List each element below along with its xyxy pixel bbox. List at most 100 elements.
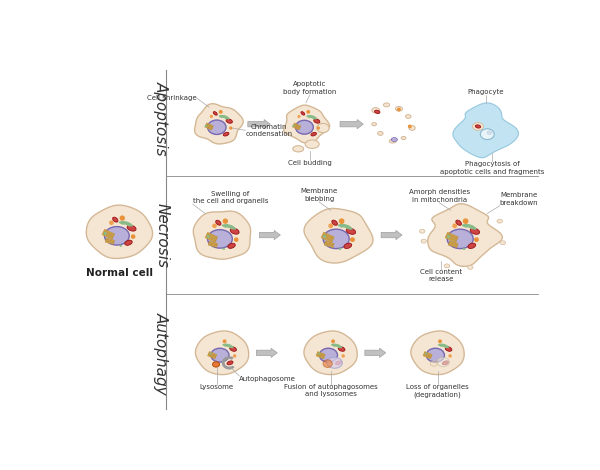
Ellipse shape — [406, 115, 411, 118]
Ellipse shape — [226, 119, 232, 123]
FancyBboxPatch shape — [325, 243, 334, 246]
Ellipse shape — [296, 120, 313, 134]
Circle shape — [425, 352, 427, 355]
FancyBboxPatch shape — [208, 244, 217, 247]
Circle shape — [131, 234, 136, 239]
FancyBboxPatch shape — [208, 354, 216, 358]
Ellipse shape — [335, 361, 341, 365]
Ellipse shape — [338, 347, 345, 351]
FancyArrow shape — [365, 348, 386, 358]
FancyBboxPatch shape — [206, 124, 213, 128]
Ellipse shape — [215, 220, 221, 225]
Ellipse shape — [311, 133, 316, 136]
Circle shape — [212, 224, 217, 228]
Polygon shape — [411, 331, 464, 375]
Ellipse shape — [497, 219, 502, 223]
Ellipse shape — [430, 361, 437, 366]
Polygon shape — [428, 204, 502, 266]
Ellipse shape — [212, 362, 220, 367]
FancyBboxPatch shape — [105, 241, 114, 244]
Polygon shape — [304, 331, 357, 375]
Text: Apoptosis: Apoptosis — [154, 81, 169, 155]
Ellipse shape — [421, 239, 427, 243]
Text: Autophagosome: Autophagosome — [239, 376, 296, 382]
Ellipse shape — [323, 229, 349, 249]
Ellipse shape — [445, 347, 452, 351]
FancyBboxPatch shape — [103, 232, 113, 238]
Text: Necrosis: Necrosis — [154, 203, 169, 267]
Text: Cell budding: Cell budding — [288, 160, 332, 165]
Ellipse shape — [344, 243, 352, 249]
Circle shape — [292, 125, 295, 127]
Ellipse shape — [293, 146, 304, 152]
Ellipse shape — [113, 217, 118, 222]
Ellipse shape — [223, 133, 229, 136]
FancyArrow shape — [340, 119, 364, 129]
FancyBboxPatch shape — [322, 234, 334, 240]
Circle shape — [323, 235, 326, 238]
Text: Apoptotic
body formation: Apoptotic body formation — [283, 81, 337, 95]
Text: Amorph densities
in mitochondria: Amorph densities in mitochondria — [409, 189, 470, 203]
Circle shape — [207, 235, 210, 238]
Circle shape — [339, 219, 344, 224]
Ellipse shape — [211, 348, 229, 362]
Ellipse shape — [214, 111, 217, 115]
Ellipse shape — [230, 228, 239, 234]
FancyBboxPatch shape — [317, 352, 325, 355]
FancyBboxPatch shape — [446, 234, 458, 240]
Ellipse shape — [395, 106, 403, 111]
FancyBboxPatch shape — [205, 125, 212, 129]
FancyArrow shape — [248, 119, 271, 129]
Text: Phagocyte: Phagocyte — [467, 89, 504, 95]
Circle shape — [234, 237, 239, 242]
Ellipse shape — [427, 348, 445, 362]
Ellipse shape — [470, 228, 479, 235]
Ellipse shape — [332, 220, 337, 225]
Text: Normal cell: Normal cell — [86, 268, 152, 278]
FancyBboxPatch shape — [294, 123, 301, 127]
Text: Swelling of
the cell and organells: Swelling of the cell and organells — [193, 191, 268, 204]
Circle shape — [223, 248, 225, 250]
Ellipse shape — [227, 361, 233, 365]
Text: Lysosome: Lysosome — [200, 384, 234, 390]
FancyBboxPatch shape — [209, 243, 217, 246]
Ellipse shape — [372, 123, 376, 125]
Ellipse shape — [125, 240, 132, 245]
Circle shape — [452, 223, 457, 228]
Ellipse shape — [401, 136, 406, 140]
Ellipse shape — [444, 264, 450, 268]
Circle shape — [219, 110, 223, 114]
Circle shape — [341, 354, 345, 358]
FancyBboxPatch shape — [206, 123, 214, 127]
Circle shape — [298, 115, 301, 118]
Ellipse shape — [372, 108, 380, 113]
FancyBboxPatch shape — [205, 236, 216, 243]
FancyBboxPatch shape — [209, 241, 218, 245]
Ellipse shape — [389, 139, 396, 143]
Circle shape — [307, 110, 310, 114]
Ellipse shape — [487, 130, 493, 135]
FancyBboxPatch shape — [206, 234, 217, 240]
Circle shape — [223, 339, 227, 343]
FancyBboxPatch shape — [323, 232, 334, 238]
Ellipse shape — [127, 225, 136, 231]
Polygon shape — [193, 211, 251, 259]
FancyBboxPatch shape — [293, 124, 301, 128]
Ellipse shape — [419, 229, 425, 233]
Circle shape — [109, 220, 114, 225]
Circle shape — [223, 219, 228, 224]
Ellipse shape — [301, 112, 305, 115]
Ellipse shape — [391, 138, 397, 141]
Circle shape — [408, 125, 412, 128]
Ellipse shape — [319, 348, 337, 362]
FancyBboxPatch shape — [447, 232, 458, 238]
FancyBboxPatch shape — [324, 244, 334, 248]
Circle shape — [448, 354, 452, 358]
FancyBboxPatch shape — [446, 235, 457, 241]
Text: Chromatin
condensation: Chromatin condensation — [245, 124, 293, 137]
Ellipse shape — [481, 129, 494, 140]
Ellipse shape — [467, 266, 473, 269]
Ellipse shape — [228, 243, 235, 248]
FancyArrow shape — [256, 348, 277, 358]
Ellipse shape — [305, 140, 319, 149]
